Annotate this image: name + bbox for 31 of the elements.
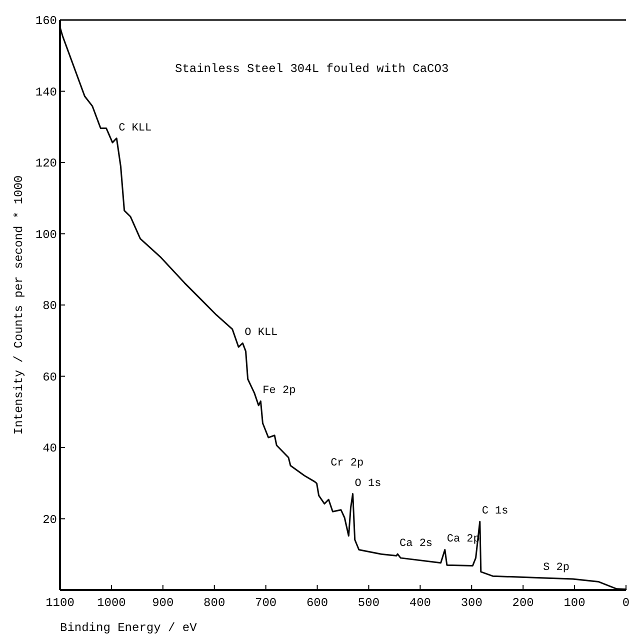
y-tick-label: 40 bbox=[42, 442, 57, 456]
text: Stainless Steel 304L fouled with CaCO3 bbox=[175, 62, 449, 76]
annotation: Fe 2p bbox=[262, 385, 296, 398]
y-tick-label: 80 bbox=[42, 299, 57, 313]
annotation: S 2p bbox=[543, 562, 570, 574]
x-tick-label: 600 bbox=[306, 596, 328, 610]
x-tick-label: 300 bbox=[460, 596, 482, 610]
y-tick-label: 160 bbox=[35, 14, 57, 28]
x-tick-label: 1100 bbox=[46, 596, 74, 610]
annotation: C KLL bbox=[118, 122, 152, 134]
x-tick-label: 700 bbox=[255, 596, 277, 610]
x-tick-label: 0 bbox=[622, 596, 630, 610]
x-tick-label: 100 bbox=[564, 596, 586, 610]
x-tick-label: 400 bbox=[409, 596, 431, 610]
x-tick-label: 800 bbox=[204, 596, 226, 610]
y-tick-label: 20 bbox=[42, 512, 57, 527]
y-tick-label: 120 bbox=[35, 156, 57, 170]
y-axis-title: Intensity / Counts per second * 1000 bbox=[12, 175, 26, 435]
annotation: Ca 2s bbox=[400, 538, 433, 550]
y-tick-label: 140 bbox=[35, 85, 57, 100]
annotation: O 1s bbox=[354, 478, 382, 490]
annotation: O KLL bbox=[244, 327, 278, 340]
x-tick-label: 500 bbox=[358, 596, 380, 610]
x-tick-label: 900 bbox=[152, 596, 174, 610]
x-tick-label: 200 bbox=[512, 596, 534, 610]
x-tick-label: 1000 bbox=[97, 596, 126, 610]
y-tick-label: 60 bbox=[42, 370, 57, 384]
annotation: C 1s bbox=[482, 506, 508, 518]
annotation: Cr 2p bbox=[330, 458, 364, 470]
x-axis-title: Binding Energy / eV bbox=[60, 621, 198, 635]
y-tick-label: 100 bbox=[35, 228, 57, 242]
